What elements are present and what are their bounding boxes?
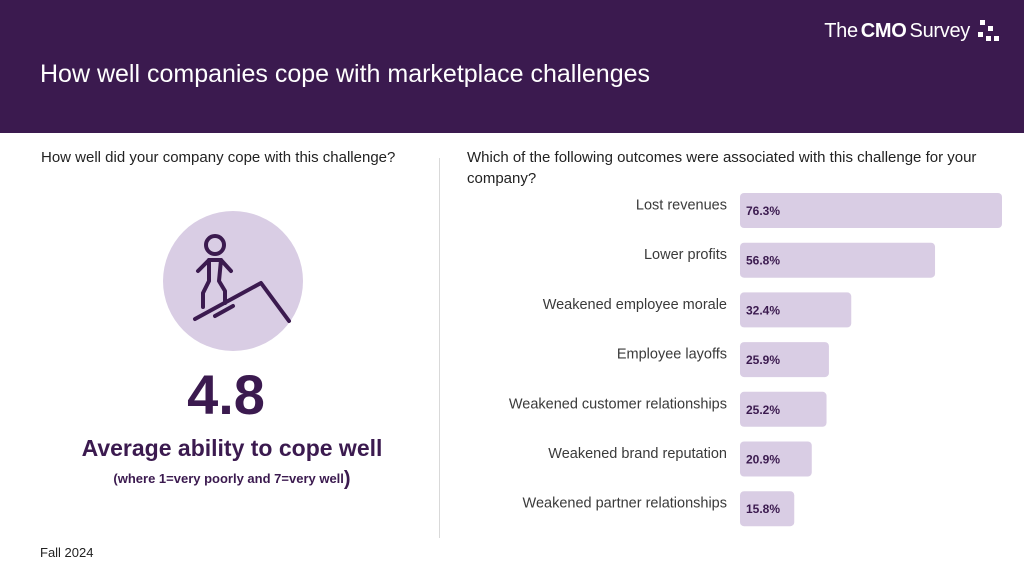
logo-prefix: The	[824, 19, 858, 42]
bar-value-label: 56.8%	[746, 254, 780, 268]
average-score: 4.8	[187, 363, 265, 426]
bar-value-label: 25.2%	[746, 403, 780, 417]
left-question: How well did your company cope with this…	[41, 149, 396, 166]
bar-value-label: 15.8%	[746, 502, 780, 516]
header-banner: How well companies cope with marketplace…	[0, 0, 1024, 133]
bar-4	[740, 391, 827, 427]
bar-1	[740, 242, 936, 278]
bar-2	[740, 292, 852, 328]
bar-category-label: Weakened brand reputation	[548, 446, 727, 462]
bar-category-label: Weakened partner relationships	[523, 496, 727, 512]
bar-category-label: Employee layoffs	[617, 347, 727, 363]
bar-category-label: Weakened employee morale	[543, 297, 727, 313]
logo-suffix: Survey	[909, 19, 971, 42]
panel-divider	[439, 158, 440, 538]
scale-note-text: (where 1=very poorly and 7=very well	[113, 471, 344, 486]
bar-category-label: Lost revenues	[636, 198, 727, 214]
scale-note: (where 1=very poorly and 7=very well)	[32, 468, 432, 491]
bar-6	[740, 491, 795, 527]
bar-category-label: Weakened customer relationships	[509, 396, 727, 412]
average-score-label: Average ability to cope well	[81, 435, 383, 461]
logo-bold: CMO	[860, 19, 907, 42]
bar-value-label: 20.9%	[746, 453, 780, 467]
bar-0	[740, 193, 1002, 228]
bar-value-label: 25.9%	[746, 353, 780, 367]
scale-note-paren: )	[343, 468, 351, 490]
bar-category-label: Lower profits	[644, 247, 727, 263]
right-question: Which of the following outcomes were ass…	[467, 149, 977, 187]
logo-dots-icon	[978, 20, 999, 41]
person-climbing-icon	[163, 211, 303, 351]
cmo-survey-logo: The CMO Survey	[824, 17, 1000, 45]
bar-value-label: 32.4%	[746, 303, 780, 317]
page-title: How well companies cope with marketplace…	[40, 60, 651, 88]
bar-3	[740, 342, 829, 378]
bar-5	[740, 441, 812, 477]
footer-date: Fall 2024	[40, 545, 94, 560]
bar-value-label: 76.3%	[746, 204, 780, 218]
